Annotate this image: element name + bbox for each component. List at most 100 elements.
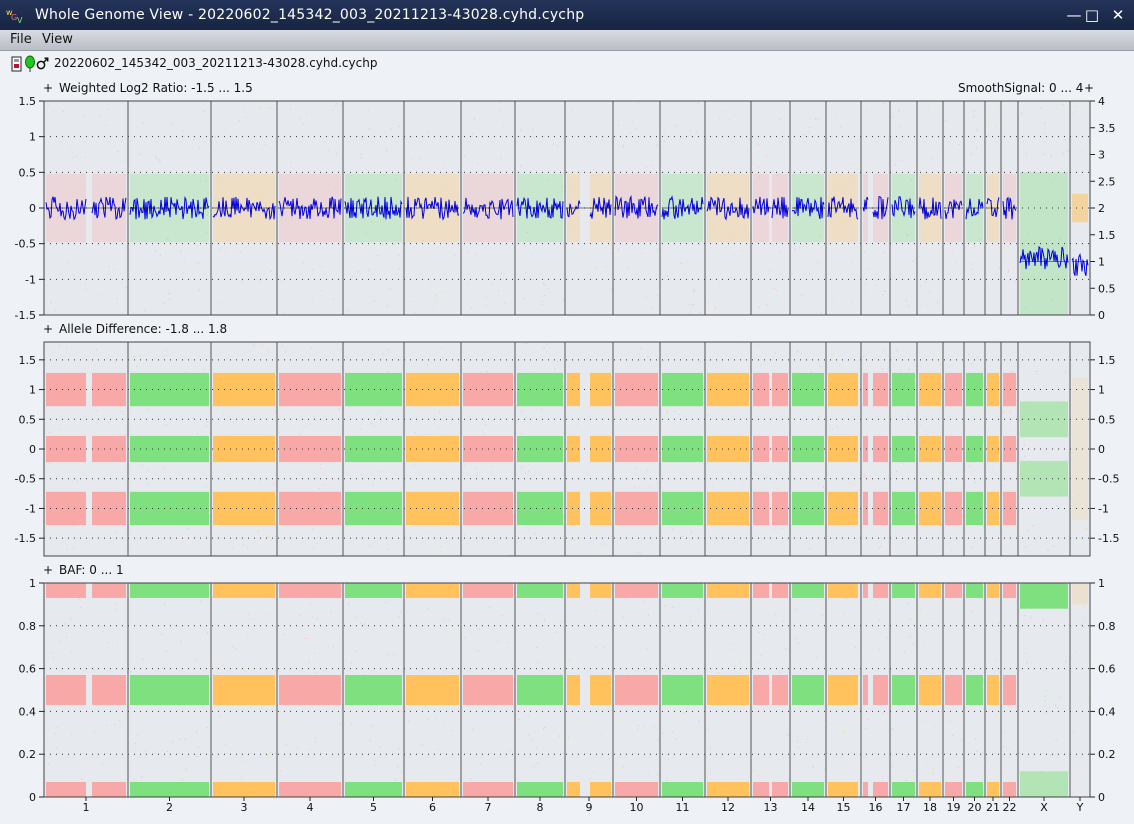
left-tick-label: 0 — [29, 791, 36, 804]
chromosome-label: 22 — [1003, 801, 1017, 814]
data-point — [810, 371, 812, 373]
data-point — [834, 292, 836, 294]
data-point — [534, 532, 536, 534]
data-point — [386, 150, 388, 152]
data-point — [635, 467, 637, 469]
data-point — [520, 165, 522, 167]
data-point — [107, 108, 109, 110]
data-point — [65, 496, 67, 498]
data-point — [138, 788, 140, 790]
data-point — [81, 778, 83, 780]
data-band — [279, 675, 341, 705]
data-point — [560, 399, 562, 401]
data-point — [1063, 349, 1065, 351]
title-bar[interactable]: w G V Whole Genome View - 20220602_14534… — [0, 0, 1134, 30]
data-point — [490, 710, 492, 712]
data-point — [180, 738, 182, 740]
data-band — [279, 372, 341, 407]
data-point — [1014, 280, 1016, 282]
data-point — [322, 500, 324, 502]
minimize-button[interactable]: — — [1066, 6, 1082, 24]
data-point — [99, 509, 101, 511]
data-point — [468, 284, 470, 286]
data-band — [213, 372, 275, 407]
data-band — [567, 675, 580, 705]
data-point — [537, 661, 539, 663]
data-band — [345, 782, 402, 797]
allele-expand-toggle[interactable]: + — [43, 322, 53, 336]
data-point — [812, 766, 814, 768]
data-point — [708, 496, 710, 498]
close-button[interactable]: ✕ — [1111, 6, 1125, 24]
data-point — [781, 225, 783, 227]
right-tick-label: 1 — [1098, 577, 1105, 590]
log2-ratio-panel[interactable]: 43.532.521.510.501.510.50-0.5-1-1.5 — [15, 95, 1116, 322]
data-point — [260, 280, 262, 282]
sample-card-icon[interactable] — [11, 56, 22, 72]
data-point — [130, 140, 132, 142]
data-point — [906, 755, 908, 757]
data-point — [410, 159, 412, 161]
data-band — [772, 583, 788, 598]
data-point — [1058, 406, 1060, 408]
data-band — [92, 372, 126, 407]
data-point — [939, 472, 941, 474]
data-point — [955, 236, 957, 238]
data-point — [568, 735, 570, 737]
data-point — [741, 616, 743, 618]
data-point — [715, 367, 717, 369]
log2-expand-toggle[interactable]: + — [43, 81, 53, 95]
data-point — [907, 602, 909, 604]
maximize-button[interactable]: □ — [1084, 6, 1100, 24]
data-point — [709, 764, 711, 766]
data-band — [615, 782, 658, 797]
data-point — [374, 760, 376, 762]
data-point — [303, 425, 305, 427]
log2-trace — [516, 196, 564, 219]
data-point — [255, 428, 257, 430]
data-point — [267, 350, 269, 352]
data-point — [476, 466, 478, 468]
data-point — [594, 522, 596, 524]
data-point — [643, 725, 645, 727]
data-point — [203, 110, 205, 112]
data-point — [873, 700, 875, 702]
data-point — [364, 623, 366, 625]
data-point — [910, 375, 912, 377]
data-point — [657, 482, 659, 484]
data-point — [427, 451, 429, 453]
menu-file[interactable]: File — [10, 32, 32, 47]
chromosome-label: 5 — [370, 801, 377, 814]
data-point — [541, 394, 543, 396]
data-point — [270, 107, 272, 109]
data-point — [590, 785, 592, 787]
green-balloon-icon[interactable] — [25, 55, 35, 72]
data-point — [970, 153, 972, 155]
log2-trace — [706, 196, 750, 221]
data-point — [761, 364, 763, 366]
data-point — [823, 486, 825, 488]
data-point — [482, 433, 484, 435]
menu-view[interactable]: View — [42, 32, 73, 47]
allele-difference-panel[interactable]: 1.510.50-0.5-1-1.51.510.50-0.5-1-1.5 — [15, 341, 1120, 557]
data-band — [892, 372, 915, 407]
data-band — [590, 583, 611, 598]
chromosome-label: 1 — [83, 801, 90, 814]
file-bar: 20220602_145342_003_20211213-43028.cyhd.… — [0, 51, 1134, 76]
data-point — [426, 788, 428, 790]
data-point — [74, 501, 76, 503]
data-point — [158, 159, 160, 161]
data-point — [1072, 792, 1074, 794]
data-point — [528, 699, 530, 701]
data-point — [454, 220, 456, 222]
data-point — [760, 654, 762, 656]
smooth-signal-expand-toggle[interactable]: + — [1084, 81, 1094, 95]
male-symbol-icon[interactable] — [36, 57, 49, 70]
data-point — [876, 518, 878, 520]
baf-expand-toggle[interactable]: + — [43, 563, 53, 577]
data-point — [310, 347, 312, 349]
data-point — [101, 697, 103, 699]
data-point — [351, 275, 353, 277]
data-band — [987, 583, 999, 598]
